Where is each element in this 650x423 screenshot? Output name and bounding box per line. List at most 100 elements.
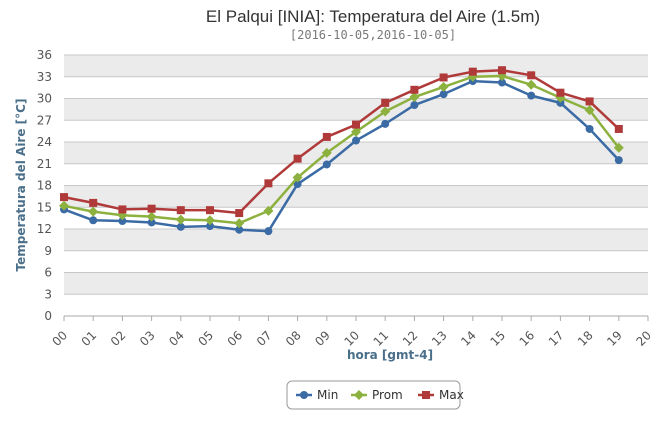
series-line-min xyxy=(63,79,620,233)
y-tick-label: 18 xyxy=(37,179,52,193)
legend-item-min[interactable]: Min xyxy=(296,388,338,402)
x-tick-label: 16 xyxy=(517,328,538,349)
x-tick-label: 20 xyxy=(633,328,650,349)
y-tick-label: 33 xyxy=(37,70,52,84)
data-point-max xyxy=(235,209,244,218)
data-point-min xyxy=(235,225,244,234)
data-point-min xyxy=(410,101,419,110)
y-tick-label: 3 xyxy=(44,287,52,301)
plot-band xyxy=(64,142,648,164)
data-point-max xyxy=(206,206,214,215)
data-point-prom xyxy=(380,106,391,117)
x-tick-label: 05 xyxy=(195,328,216,349)
series-line-prom xyxy=(63,74,620,225)
x-tick-label: 15 xyxy=(487,328,508,349)
data-point-prom xyxy=(205,215,215,226)
data-point-prom xyxy=(409,92,420,103)
plot-band xyxy=(64,55,648,77)
legend-box xyxy=(286,380,461,410)
legend-item-prom[interactable]: Prom xyxy=(351,388,403,402)
data-point-max xyxy=(527,71,536,80)
series-layer xyxy=(59,66,624,236)
data-point-min xyxy=(118,217,127,226)
data-point-prom xyxy=(351,126,361,137)
data-point-prom xyxy=(584,105,595,116)
x-tick-label: 14 xyxy=(458,328,479,349)
plot-band xyxy=(64,250,648,273)
x-tick-label: 19 xyxy=(604,328,625,349)
data-point-min xyxy=(527,91,536,100)
y-tick-label: 27 xyxy=(37,113,52,127)
legend-marker-prom xyxy=(354,390,364,400)
legend-label: Prom xyxy=(372,388,403,402)
data-point-min xyxy=(264,227,273,236)
plot-band xyxy=(64,229,648,251)
data-point-min xyxy=(439,90,448,99)
y-axis-title: Temperatura del Aire [°C] xyxy=(14,99,28,272)
y-tick-label: 21 xyxy=(37,157,52,171)
legend-label: Max xyxy=(439,388,464,402)
x-tick-label: 03 xyxy=(137,328,158,349)
data-point-max xyxy=(352,120,360,129)
y-tick-label: 12 xyxy=(37,222,52,236)
x-tick-label: 09 xyxy=(312,328,333,349)
data-point-min xyxy=(293,180,302,189)
y-tick-label: 15 xyxy=(37,200,52,214)
data-point-prom xyxy=(263,205,274,216)
data-point-min xyxy=(89,216,98,225)
data-point-max xyxy=(293,154,302,163)
x-tick-label: 13 xyxy=(429,328,450,349)
series-line-max xyxy=(63,68,620,215)
data-point-min xyxy=(585,124,594,133)
y-tick-label: 6 xyxy=(44,266,52,280)
y-tick-label: 9 xyxy=(44,244,52,258)
data-point-min xyxy=(352,136,360,145)
data-point-prom xyxy=(234,218,245,229)
data-point-max xyxy=(498,66,506,75)
x-axis-title: hora [gmt-4] xyxy=(347,348,433,362)
data-point-prom xyxy=(292,172,303,183)
plot-band xyxy=(64,294,648,316)
x-tick-label: 02 xyxy=(108,328,129,349)
data-point-prom xyxy=(59,200,69,211)
data-point-max xyxy=(147,204,156,213)
x-tick-label: 10 xyxy=(341,328,362,349)
x-tick-label: 06 xyxy=(225,328,246,349)
data-point-min xyxy=(556,98,565,107)
y-tick-label: 0 xyxy=(44,309,52,323)
y-tick-label: 36 xyxy=(37,48,52,62)
legend-label: Min xyxy=(317,388,338,402)
legend[interactable]: Min Prom Max xyxy=(286,380,464,410)
x-tick-label: 04 xyxy=(166,328,187,349)
data-point-max xyxy=(264,179,273,188)
x-tick-label: 18 xyxy=(575,328,596,349)
data-point-prom xyxy=(88,206,99,217)
series-max xyxy=(60,66,623,218)
data-point-max xyxy=(381,98,390,107)
data-point-max xyxy=(439,73,448,82)
data-point-min xyxy=(498,78,506,87)
data-point-max xyxy=(410,85,419,94)
data-point-prom xyxy=(438,81,449,92)
data-point-min xyxy=(206,222,214,231)
x-tick-label: 00 xyxy=(49,328,70,349)
x-axis-ticks: 00 01 02 03 04 05 06 07 08 09 10 11 12 13 14 15 16 17 18 19… xyxy=(49,316,650,349)
x-tick-label: 11 xyxy=(371,328,392,349)
legend-marker-min xyxy=(300,391,308,399)
x-tick-label: 07 xyxy=(254,328,275,349)
legend-marker-max xyxy=(422,391,430,399)
data-point-prom xyxy=(321,147,332,158)
data-point-min xyxy=(147,218,156,227)
data-point-min xyxy=(381,119,390,128)
chart-subtitle: [2016-10-05,2016-10-05] xyxy=(290,28,456,42)
plot-band xyxy=(64,185,648,208)
data-point-max xyxy=(468,67,477,76)
data-point-min xyxy=(614,156,623,165)
x-tick-label: 01 xyxy=(79,328,100,349)
plot-band xyxy=(64,163,648,186)
data-point-max xyxy=(60,193,68,202)
data-point-prom xyxy=(613,142,624,153)
chart-title: El Palqui [INIA]: Temperatura del Aire (… xyxy=(206,7,540,26)
legend-item-max[interactable]: Max xyxy=(418,388,464,402)
